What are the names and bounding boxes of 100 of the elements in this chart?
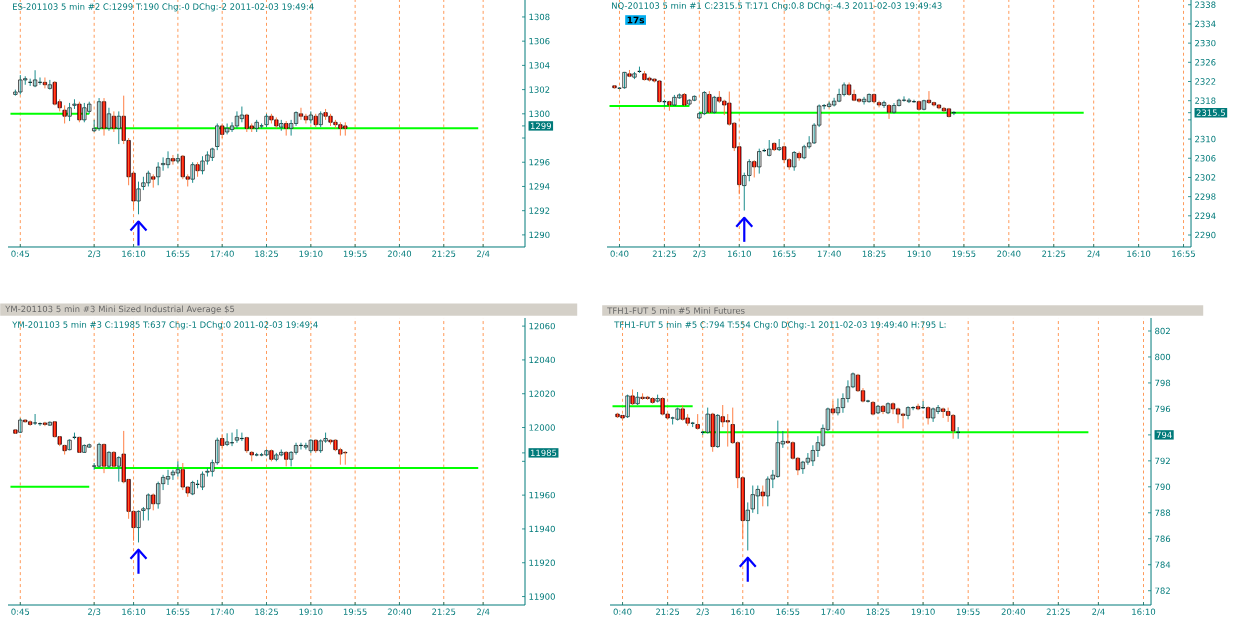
- x-tick-label: 17:40: [817, 250, 841, 257]
- candlestick: [200, 471, 205, 491]
- y-tick-label: 1299: [530, 122, 551, 130]
- chart-subtitle: TFH1-FUT 5 min #5 Mini Futures: [607, 307, 745, 314]
- y-tick-label: 1302: [529, 86, 550, 93]
- y-tick-label: 790: [1155, 483, 1171, 491]
- y-tick-label: 2310: [1195, 135, 1216, 143]
- x-tick-label: 16:55: [776, 608, 800, 615]
- x-tick-label: 19:10: [907, 250, 931, 257]
- x-tick-label: 0:40: [610, 250, 629, 257]
- candlestick: [249, 450, 254, 462]
- y-tick-label: 1300: [529, 110, 550, 118]
- x-tick-label: 20:40: [1001, 608, 1025, 615]
- y-tick-label: 11940: [529, 525, 555, 533]
- y-tick-label: 2315.5: [1196, 109, 1225, 116]
- x-tick-label: 2/4: [476, 608, 490, 616]
- x-tick-label: 18:25: [255, 608, 278, 615]
- chart-title: TFH1-FUT 5 min #5 C:794 T:554 Chg:0 DChg:-1 2011-02-03 19:49:40 H:795 L:: [614, 321, 946, 330]
- x-tick-label: 0:45: [11, 608, 30, 615]
- x-tick-label: 19:10: [299, 250, 323, 257]
- x-tick-label: 21:25: [652, 250, 676, 257]
- y-tick-label: 11960: [529, 491, 555, 499]
- candlestick: [244, 436, 249, 454]
- y-tick-label: 12000: [529, 424, 555, 431]
- x-tick-label: 16:55: [1172, 250, 1195, 257]
- y-tick-label: 1304: [529, 62, 550, 69]
- y-tick-label: 800: [1155, 353, 1171, 361]
- x-tick-label: 18:25: [255, 250, 278, 257]
- x-tick-label: 21:25: [432, 608, 456, 615]
- y-tick-label: 786: [1155, 535, 1171, 542]
- x-tick-label: 16:55: [772, 250, 796, 257]
- x-tick-label: 2/3: [87, 250, 101, 258]
- y-tick-label: 11985: [530, 449, 557, 457]
- y-tick-label: 1292: [529, 207, 550, 214]
- y-tick-label: 802: [1155, 327, 1170, 335]
- x-tick-label: 16:10: [1127, 250, 1151, 257]
- x-tick-label: 18:25: [866, 608, 890, 615]
- x-tick-label: 16:10: [1132, 608, 1156, 615]
- y-tick-label: 1290: [529, 231, 550, 239]
- x-tick-label: 2/3: [696, 608, 709, 616]
- x-tick-label: 16:10: [122, 608, 146, 615]
- x-tick-label: 16:10: [728, 250, 751, 257]
- y-tick-label: 2330: [1195, 39, 1216, 47]
- annotation: 17s: [627, 16, 645, 24]
- x-tick-label: 18:25: [862, 250, 886, 257]
- y-tick-label: 782: [1155, 587, 1170, 594]
- x-tick-label: 19:55: [956, 608, 980, 615]
- y-tick-label: 784: [1155, 561, 1171, 568]
- chart-title: ES-201103 5 min #2 C:1299 T:190 Chg:-0 DChg:-2 2011-02-03 19:49:4: [13, 3, 314, 12]
- x-tick-label: 2/3: [693, 250, 706, 258]
- candlestick: [612, 84, 617, 90]
- x-tick-label: 19:55: [952, 250, 976, 257]
- y-tick-label: 2306: [1195, 155, 1216, 162]
- y-tick-label: 794: [1156, 431, 1172, 439]
- x-tick-label: 20:40: [387, 250, 412, 257]
- chart-subtitle: YM-201103 5 min #3 Mini Sized Industrial Average $5: [5, 305, 235, 314]
- y-tick-label: 2318: [1195, 97, 1216, 104]
- x-tick-label: 20:40: [387, 608, 412, 615]
- x-tick-label: 0:40: [613, 608, 632, 615]
- y-tick-label: 11920: [529, 559, 555, 566]
- y-tick-label: 792: [1155, 457, 1170, 465]
- x-tick-label: 0:45: [11, 250, 30, 257]
- x-tick-label: 2/4: [1092, 608, 1105, 616]
- y-tick-label: 2302: [1195, 174, 1216, 181]
- x-tick-label: 2/4: [476, 250, 490, 258]
- x-tick-label: 19:55: [343, 608, 367, 615]
- x-tick-label: 20:40: [997, 250, 1021, 257]
- x-tick-label: 19:10: [911, 608, 935, 615]
- x-tick-label: 16:55: [166, 250, 190, 257]
- y-tick-label: 12060: [529, 322, 555, 330]
- y-tick-label: 2338: [1195, 1, 1216, 8]
- x-tick-label: 2/3: [87, 608, 101, 616]
- y-tick-label: 2326: [1195, 59, 1216, 66]
- x-tick-label: 21:25: [656, 608, 680, 615]
- chart-title: NQ-201103 5 min #1 C:2315.5 T:171 Chg:0.8 DChg:-4.3 2011-02-03 19:49:43: [612, 2, 942, 11]
- x-tick-label: 16:10: [731, 608, 755, 615]
- y-tick-label: 2294: [1195, 212, 1216, 220]
- y-tick-label: 12040: [529, 356, 555, 364]
- y-tick-label: 2322: [1195, 78, 1216, 85]
- x-tick-label: 19:55: [343, 250, 367, 257]
- x-tick-label: 16:55: [166, 608, 190, 615]
- x-tick-label: 2/4: [1087, 250, 1101, 258]
- y-tick-label: 1296: [529, 159, 550, 166]
- y-tick-label: 1308: [529, 13, 550, 21]
- y-tick-label: 798: [1155, 379, 1171, 387]
- x-tick-label: 21:25: [432, 250, 456, 257]
- x-tick-label: 21:25: [1046, 608, 1070, 615]
- candlestick: [32, 413, 38, 426]
- y-tick-label: 796: [1155, 405, 1171, 413]
- y-tick-label: 2298: [1195, 193, 1216, 200]
- x-tick-label: 16:10: [122, 250, 146, 257]
- x-tick-label: 17:40: [210, 250, 234, 257]
- y-tick-label: 1306: [529, 37, 550, 45]
- x-tick-label: 19:10: [299, 608, 323, 615]
- y-tick-label: 1294: [529, 183, 550, 190]
- y-tick-label: 2334: [1195, 20, 1216, 28]
- y-tick-label: 788: [1155, 509, 1171, 516]
- y-tick-label: 12020: [529, 390, 555, 397]
- x-tick-label: 17:40: [821, 608, 845, 615]
- y-tick-label: 11900: [529, 593, 555, 600]
